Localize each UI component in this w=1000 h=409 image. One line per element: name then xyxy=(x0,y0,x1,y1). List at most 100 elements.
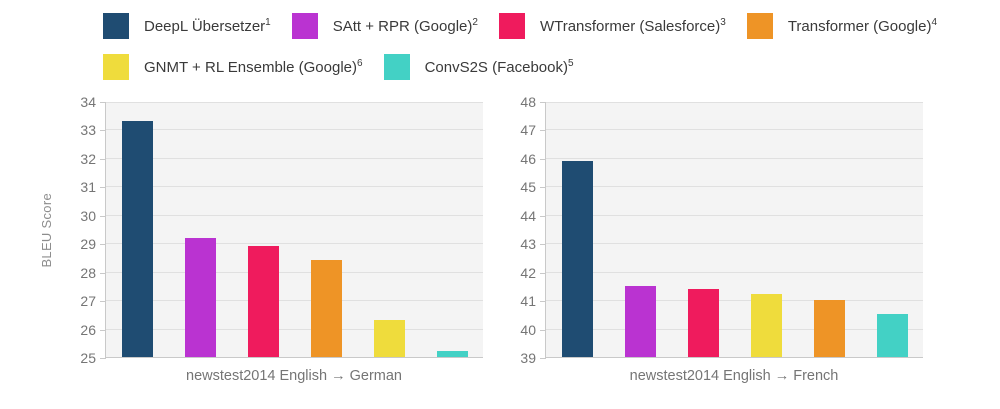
y-tick-mark xyxy=(100,244,106,246)
y-tick-label: 33 xyxy=(80,122,96,139)
legend-item-deepl: DeepL Übersetzer1 xyxy=(103,13,271,39)
gridline xyxy=(546,186,923,188)
legend-footnote-marker: 6 xyxy=(357,58,363,69)
gridline xyxy=(106,157,483,159)
legend-row: GNMT + RL Ensemble (Google)6 ConvS2S (Fac… xyxy=(103,54,937,80)
y-tick-mark xyxy=(100,301,106,303)
chart-legend: DeepL Übersetzer1 SAtt + RPR (Google)2 WTr… xyxy=(103,13,937,95)
legend-label: SAtt + RPR (Google)2 xyxy=(332,17,478,35)
bar-deepl xyxy=(122,120,153,357)
y-tick-label: 29 xyxy=(80,236,96,253)
y-tick-label: 46 xyxy=(520,150,536,167)
plot-area: 39 40 41 42 43 44 45 46 47 48 xyxy=(520,94,923,366)
y-tick-mark xyxy=(540,244,546,246)
legend-label: Transformer (Google)4 xyxy=(787,17,938,35)
y-tick-mark xyxy=(540,301,546,303)
gridline xyxy=(546,328,923,330)
y-tick-label: 31 xyxy=(80,179,96,196)
y-tick-mark xyxy=(540,158,546,160)
legend-swatch-convs2s xyxy=(383,54,410,80)
legend-label: GNMT + RL Ensemble (Google)6 xyxy=(144,58,363,76)
y-tick-mark xyxy=(540,272,546,274)
bar-satt_rpr xyxy=(185,237,216,357)
chart-en-french: 39 40 41 42 43 44 45 46 47 48 newstest2014 Englis… xyxy=(520,94,923,384)
legend-swatch-gnmt_rl xyxy=(103,54,129,80)
y-tick-label: 28 xyxy=(80,264,96,281)
legend-row: DeepL Übersetzer1 SAtt + RPR (Google)2 WTr… xyxy=(103,13,937,39)
gridline xyxy=(106,102,483,103)
legend-label: WTransformer (Salesforce)3 xyxy=(539,17,726,35)
legend-item-wtransformer: WTransformer (Salesforce)3 xyxy=(498,13,726,39)
y-tick-mark xyxy=(540,130,546,132)
legend-swatch-deepl xyxy=(103,13,129,39)
y-tick-label: 26 xyxy=(80,321,96,338)
y-tick-label: 34 xyxy=(80,94,96,110)
bar-transformer xyxy=(311,260,342,357)
gridline xyxy=(546,157,923,159)
bar-wtransformer xyxy=(248,246,279,357)
y-tick-label: 27 xyxy=(80,293,96,310)
legend-swatch-wtransformer xyxy=(498,13,525,39)
gridline xyxy=(106,271,483,273)
y-tick-label: 44 xyxy=(520,207,536,224)
bar-convs2s xyxy=(877,314,908,357)
y-tick-mark xyxy=(100,158,106,160)
gridline xyxy=(546,243,923,245)
plot-area: 25 26 27 28 29 30 31 32 33 34 xyxy=(80,94,483,366)
y-tick-mark xyxy=(100,102,106,103)
gridline xyxy=(106,186,483,188)
gridline xyxy=(546,300,923,302)
y-tick-mark xyxy=(100,130,106,132)
legend-item-transformer: Transformer (Google)4 xyxy=(746,13,938,39)
bar-gnmt_rl xyxy=(374,320,405,357)
gridline xyxy=(106,300,483,302)
gridline xyxy=(106,129,483,131)
legend-swatch-satt_rpr xyxy=(291,13,318,39)
gridline xyxy=(546,129,923,131)
gridline xyxy=(546,214,923,216)
gridline xyxy=(546,271,923,273)
legend-footnote-marker: 1 xyxy=(265,17,271,28)
bar-gnmt_rl xyxy=(751,294,782,357)
legend-swatch-transformer xyxy=(746,13,773,39)
legend-footnote-marker: 5 xyxy=(567,58,574,69)
y-tick-label: 32 xyxy=(80,150,96,167)
y-tick-label: 30 xyxy=(80,207,96,224)
y-tick-mark xyxy=(540,358,546,359)
gridline xyxy=(106,214,483,216)
x-axis-label: newstest2014 English → German xyxy=(186,368,402,384)
bar-transformer xyxy=(814,300,845,357)
y-tick-mark xyxy=(540,329,546,331)
y-axis-title-text: BLEU Score xyxy=(39,192,54,268)
y-tick-label: 42 xyxy=(520,264,536,281)
chart-en-german: BLEU Score 25 26 27 28 29 30 31 32 33 34 newstest… xyxy=(39,94,483,384)
legend-item-gnmt_rl: GNMT + RL Ensemble (Google)6 xyxy=(103,54,363,80)
y-tick-label: 40 xyxy=(520,321,536,338)
legend-label: DeepL Übersetzer1 xyxy=(144,17,271,35)
y-tick-label: 47 xyxy=(520,122,536,139)
y-tick-label: 43 xyxy=(520,236,536,253)
legend-item-satt_rpr: SAtt + RPR (Google)2 xyxy=(291,13,478,39)
y-tick-mark xyxy=(540,187,546,189)
legend-label: ConvS2S (Facebook)5 xyxy=(424,58,574,76)
y-tick-label: 25 xyxy=(80,350,96,366)
legend-footnote-marker: 3 xyxy=(720,17,726,28)
bar-convs2s xyxy=(437,351,468,357)
y-tick-mark xyxy=(540,102,546,103)
y-tick-mark xyxy=(100,329,106,331)
gridline xyxy=(106,328,483,330)
gridline xyxy=(106,243,483,245)
y-tick-label: 45 xyxy=(520,179,536,196)
y-tick-mark xyxy=(100,272,106,274)
y-tick-mark xyxy=(100,187,106,189)
y-tick-label: 39 xyxy=(520,350,536,366)
legend-footnote-marker: 2 xyxy=(472,17,478,28)
y-tick-mark xyxy=(540,215,546,217)
y-tick-label: 41 xyxy=(520,293,536,310)
bar-satt_rpr xyxy=(625,285,656,357)
y-tick-mark xyxy=(100,358,106,359)
legend-item-convs2s: ConvS2S (Facebook)5 xyxy=(383,54,574,80)
bar-wtransformer xyxy=(688,288,719,357)
y-axis-title: BLEU Score xyxy=(39,102,54,358)
